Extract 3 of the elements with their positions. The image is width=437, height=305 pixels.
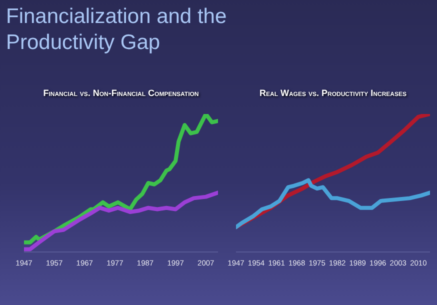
chart-title: Financial vs. Non-Financial Compensation	[42, 88, 200, 100]
text: Financialization and the Productivity Gap	[6, 4, 228, 56]
chart-title: Real Wages vs. Productivity Increases	[258, 88, 408, 100]
